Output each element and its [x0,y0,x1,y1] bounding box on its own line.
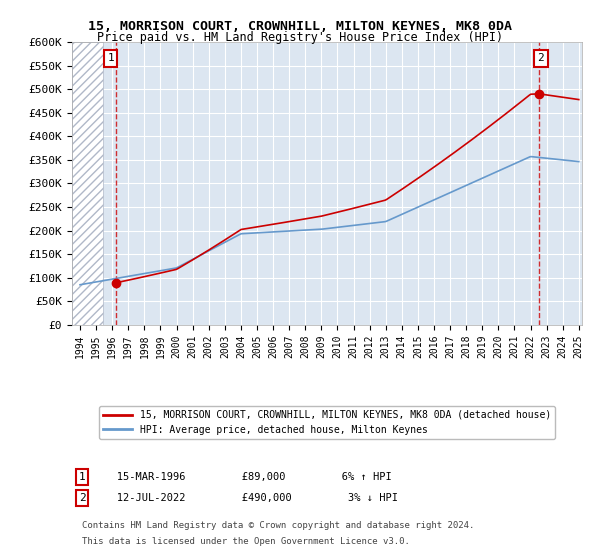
Text: 1: 1 [107,54,114,63]
Text: 15-MAR-1996         £89,000         6% ↑ HPI: 15-MAR-1996 £89,000 6% ↑ HPI [97,472,391,482]
Text: 2: 2 [79,493,86,503]
Text: 2: 2 [538,54,544,63]
Text: This data is licensed under the Open Government Licence v3.0.: This data is licensed under the Open Gov… [82,537,410,546]
Text: Contains HM Land Registry data © Crown copyright and database right 2024.: Contains HM Land Registry data © Crown c… [82,521,475,530]
Text: 15, MORRISON COURT, CROWNHILL, MILTON KEYNES, MK8 0DA: 15, MORRISON COURT, CROWNHILL, MILTON KE… [88,20,512,32]
Text: 12-JUL-2022         £490,000         3% ↓ HPI: 12-JUL-2022 £490,000 3% ↓ HPI [97,493,398,503]
Legend: 15, MORRISON COURT, CROWNHILL, MILTON KEYNES, MK8 0DA (detached house), HPI: Ave: 15, MORRISON COURT, CROWNHILL, MILTON KE… [99,406,555,438]
Text: 1: 1 [79,472,86,482]
Text: Price paid vs. HM Land Registry's House Price Index (HPI): Price paid vs. HM Land Registry's House … [97,31,503,44]
